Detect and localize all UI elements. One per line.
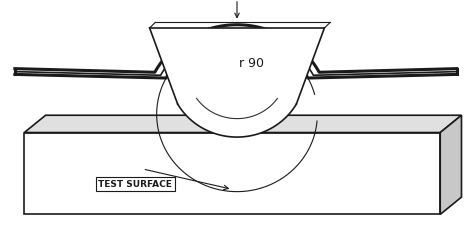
Polygon shape	[24, 133, 440, 214]
Polygon shape	[24, 116, 462, 133]
Text: r 90: r 90	[239, 57, 264, 70]
Text: TEST SURFACE: TEST SURFACE	[99, 180, 173, 188]
Polygon shape	[440, 116, 462, 214]
Polygon shape	[150, 29, 324, 137]
Polygon shape	[15, 26, 457, 76]
Polygon shape	[15, 32, 457, 79]
